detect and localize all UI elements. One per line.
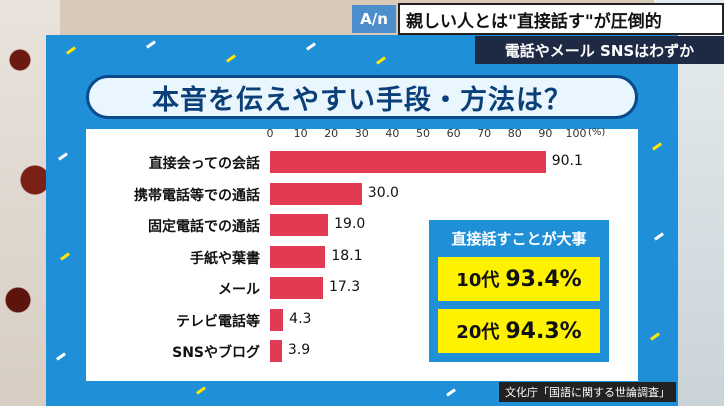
axis-tick-label: 30 <box>354 127 369 140</box>
chart-title: 本音を伝えやすい手段・方法は？ <box>152 84 572 116</box>
subheadline-text: 電話やメール SNSはわずか <box>504 41 695 60</box>
axis-tick-label: 80 <box>507 127 522 140</box>
value-label: 90.1 <box>551 153 583 169</box>
axis-tick-label: 90 <box>538 127 553 140</box>
news-subheadline: 電話やメール SNSはわずか <box>475 36 724 64</box>
channel-logo: A/n <box>352 5 396 33</box>
axis-tick-label: 40 <box>385 127 400 140</box>
confetti <box>376 56 386 65</box>
value-label: 30.0 <box>367 184 399 201</box>
headline-text: 親しい人とは"直接話す"が圧倒的 <box>406 11 662 32</box>
axis-tick-label: 0 <box>266 127 274 140</box>
category-label: 直接会っての会話 <box>148 156 260 172</box>
axis-tick-label: 10 <box>293 127 308 140</box>
confetti <box>66 46 76 55</box>
axis-tick-label: 70 <box>477 127 492 140</box>
confetti <box>446 388 456 397</box>
callout-age: 10代 <box>456 270 500 291</box>
confetti <box>654 232 664 241</box>
callout-age: 20代 <box>456 322 500 343</box>
callout-value: 93.4% <box>505 266 582 292</box>
axis-tick-label: 60 <box>446 127 461 140</box>
confetti <box>196 386 206 395</box>
value-label: 4.3 <box>289 310 312 327</box>
confetti <box>652 142 662 151</box>
axis-unit-label: (%) <box>588 127 606 138</box>
category-label: 手紙や葉書 <box>190 250 260 267</box>
callout-row-teens: 10代 93.4% <box>438 257 600 301</box>
chart-board: 本音を伝えやすい手段・方法は？ 0 10 20 30 40 50 60 70 80 90 100 (%… <box>46 35 678 406</box>
confetti <box>146 40 156 49</box>
callout-row-twenties: 20代 94.3% <box>438 309 600 353</box>
value-label: 3.9 <box>287 342 311 358</box>
bar <box>270 340 282 362</box>
bar <box>270 214 329 236</box>
value-label: 19.0 <box>334 216 366 232</box>
confetti <box>306 42 316 51</box>
category-label: メール <box>218 282 260 298</box>
category-label: テレビ電話等 <box>176 313 260 330</box>
category-label: 固定電話での通話 <box>148 219 260 235</box>
category-label: 携帯電話等での通話 <box>134 187 260 204</box>
confetti <box>650 332 660 341</box>
bar <box>270 277 323 299</box>
axis-tick-label: 100 <box>565 127 587 140</box>
category-label: SNSやブログ <box>172 345 260 361</box>
chart-title-pill: 本音を伝えやすい手段・方法は？ <box>86 75 638 119</box>
callout-value: 94.3% <box>505 318 582 344</box>
bar <box>270 308 284 331</box>
news-headline: 親しい人とは"直接話す"が圧倒的 <box>398 3 724 35</box>
callout-box: 直接話すことが大事 10代 93.4% 20代 94.3% <box>429 220 609 362</box>
axis-tick-label: 20 <box>324 127 339 140</box>
axis-tick-label: 50 <box>416 127 430 140</box>
source-caption: 文化庁「国語に関する世論調査」 <box>499 382 676 402</box>
confetti <box>226 54 236 63</box>
callout-heading: 直接話すことが大事 <box>451 229 587 248</box>
value-label: 18.1 <box>331 247 363 264</box>
bar <box>270 245 326 268</box>
value-label: 17.3 <box>328 279 361 295</box>
bar <box>270 151 546 173</box>
bar <box>270 182 362 205</box>
